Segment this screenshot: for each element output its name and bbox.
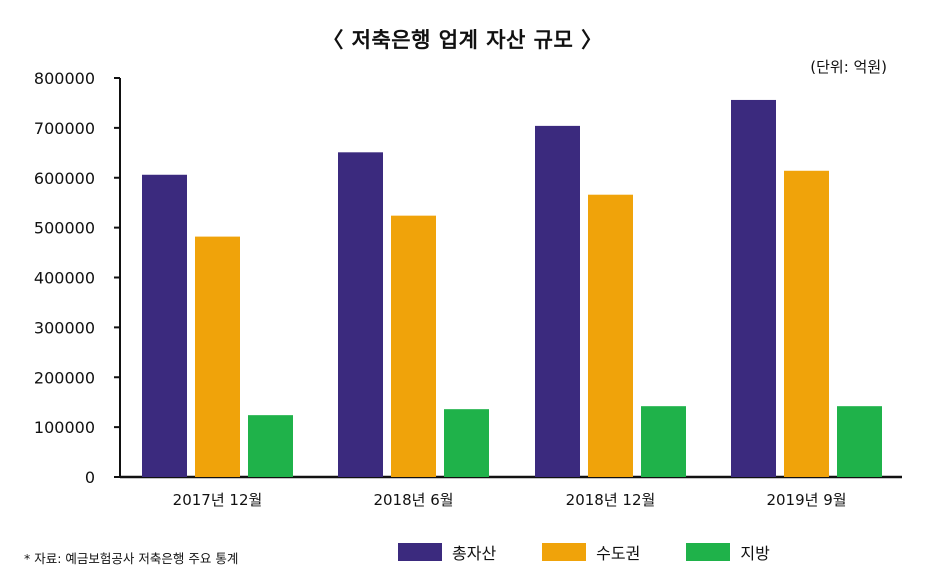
y-tick-label: 200000 [34,368,95,387]
legend-item-regional: 지방 [686,540,770,564]
y-tick-label: 0 [85,468,95,487]
legend-label: 지방 [740,544,770,563]
x-tick-label: 2018년 12월 [566,491,656,509]
legend-item-capital-area: 수도권 [542,540,640,564]
unit-note: (단위: 억원) [810,58,887,76]
bar [837,406,882,477]
y-tick-label: 600000 [34,169,95,188]
x-tick-label: 2018년 6월 [373,491,453,509]
legend-label: 수도권 [596,544,641,563]
bar [338,152,383,477]
bar [641,406,686,477]
legend-label: 총자산 [452,544,497,563]
bar [535,125,580,477]
bar [588,194,633,477]
legend: 총자산 수도권 지방 [398,540,816,564]
source-note: * 자료: 예금보험공사 저축은행 주요 통계 [24,551,239,566]
bar [195,236,240,477]
y-tick-label: 100000 [34,418,95,437]
legend-swatch [542,543,587,561]
y-tick-label: 700000 [34,119,95,138]
x-tick-label: 2017년 12월 [173,491,263,509]
y-tick-label: 400000 [34,269,95,288]
legend-swatch [686,543,731,561]
bar [391,215,436,477]
bar [731,99,776,477]
legend-item-total-assets: 총자산 [398,540,496,564]
x-tick-label: 2019년 9월 [766,491,846,509]
bar [248,415,293,477]
bar [142,174,187,477]
bar [784,170,829,477]
legend-swatch [398,543,442,561]
y-tick-label: 500000 [34,219,95,238]
bar [444,409,489,477]
y-tick-label: 800000 [34,69,95,88]
y-tick-label: 300000 [34,318,95,337]
chart-title: 〈 저축은행 업계 자산 규모 〉 [322,28,603,52]
